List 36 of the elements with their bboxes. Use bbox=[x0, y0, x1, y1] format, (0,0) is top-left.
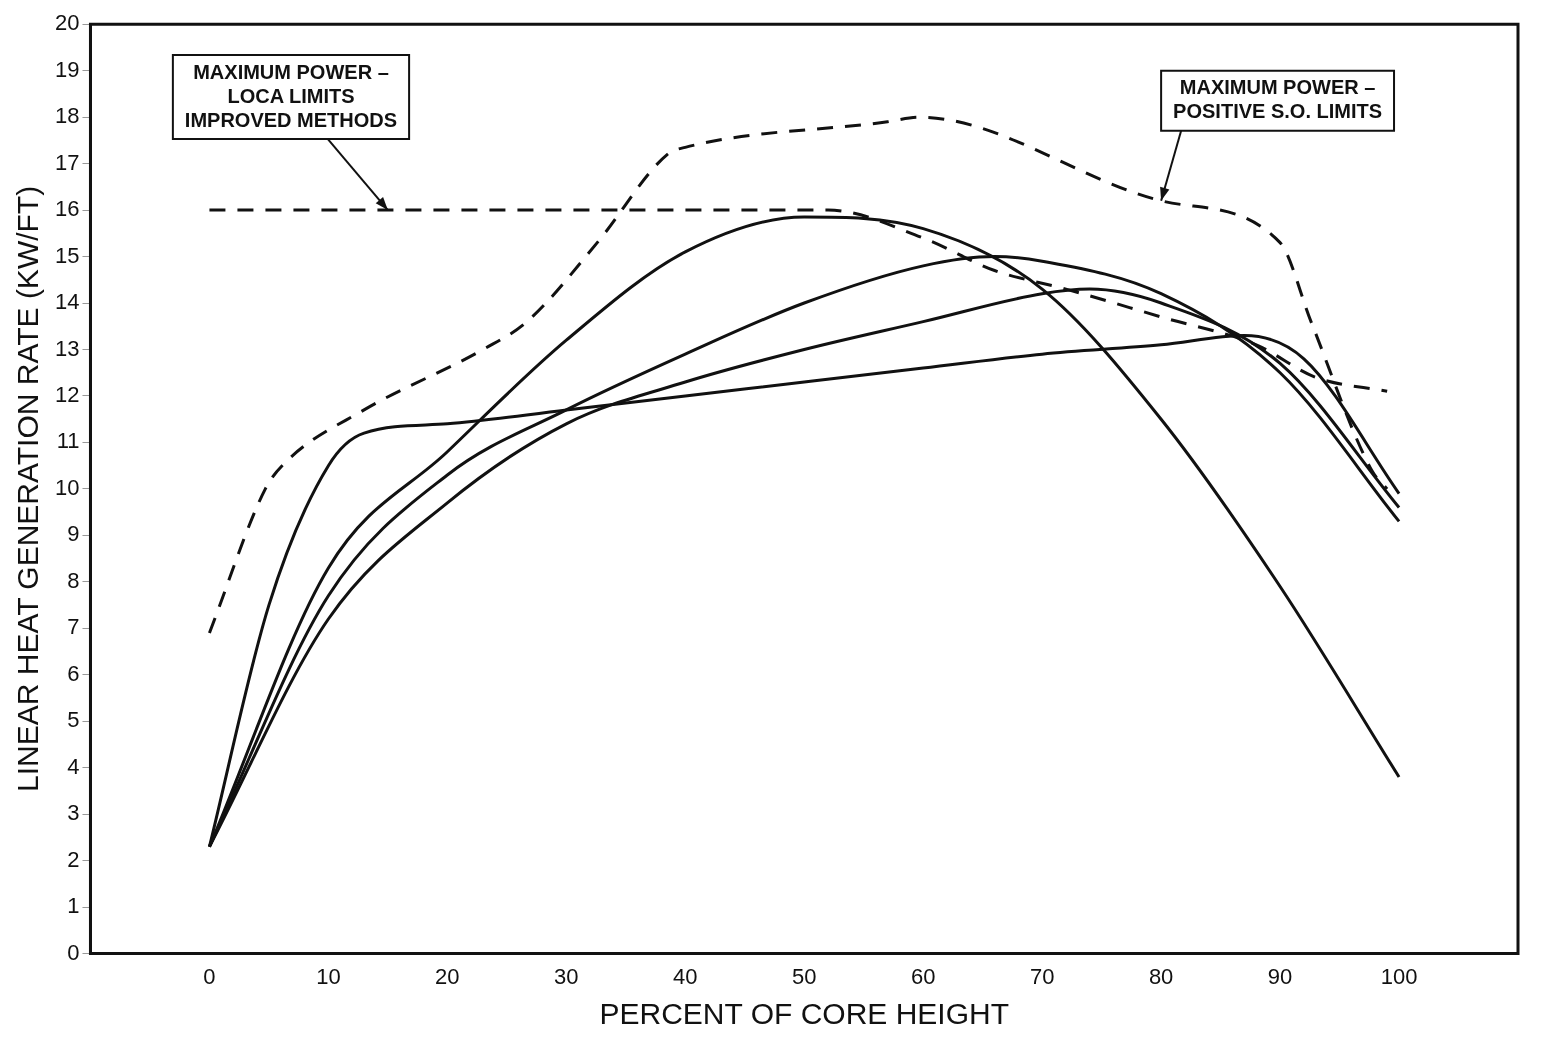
y-tick-label: 5 bbox=[67, 707, 80, 733]
y-tick-label: 15 bbox=[54, 242, 80, 268]
x-axis-title: PERCENT OF CORE HEIGHT bbox=[599, 997, 1009, 1031]
y-tick-label: 16 bbox=[54, 196, 80, 222]
x-tick-label: 80 bbox=[1148, 963, 1174, 989]
x-tick-label: 70 bbox=[1029, 963, 1055, 989]
annotation: MAXIMUM POWER – POSITIVE S.O. LIMITS bbox=[1173, 76, 1383, 123]
annotation: MAXIMUM POWER – LOCA LIMITS IMPROVED METHODS bbox=[184, 60, 398, 131]
x-tick-label: 0 bbox=[203, 963, 216, 989]
x-tick-label: 100 bbox=[1380, 963, 1418, 989]
y-axis-title: LINEAR HEAT GENERATION RATE (KW/FT) bbox=[11, 185, 45, 792]
y-tick-label: 3 bbox=[67, 800, 80, 826]
y-tick-label: 0 bbox=[67, 939, 80, 965]
y-tick-label: 9 bbox=[67, 521, 80, 547]
x-tick-label: 90 bbox=[1267, 963, 1293, 989]
x-tick-label: 40 bbox=[673, 963, 698, 989]
x-tick-label: 30 bbox=[554, 963, 579, 989]
y-tick-label: 1 bbox=[67, 893, 80, 919]
x-tick-label: 10 bbox=[316, 963, 341, 989]
y-tick-label: 13 bbox=[54, 335, 80, 361]
y-tick-label: 6 bbox=[67, 660, 80, 686]
y-tick-label: 4 bbox=[67, 753, 80, 779]
y-tick-label: 17 bbox=[54, 149, 80, 175]
y-tick-label: 20 bbox=[54, 10, 80, 36]
x-tick-label: 50 bbox=[791, 963, 817, 989]
x-tick-label: 60 bbox=[910, 963, 936, 989]
y-tick-label: 18 bbox=[54, 103, 80, 129]
y-tick-label: 10 bbox=[54, 474, 80, 500]
y-tick-label: 19 bbox=[54, 56, 80, 82]
x-tick-label: 20 bbox=[435, 963, 460, 989]
y-tick-label: 8 bbox=[67, 567, 80, 593]
y-tick-label: 7 bbox=[67, 614, 80, 640]
y-tick-label: 14 bbox=[54, 289, 80, 315]
y-tick-label: 2 bbox=[67, 846, 80, 872]
y-tick-label: 11 bbox=[56, 428, 80, 454]
y-tick-label: 12 bbox=[54, 382, 80, 408]
